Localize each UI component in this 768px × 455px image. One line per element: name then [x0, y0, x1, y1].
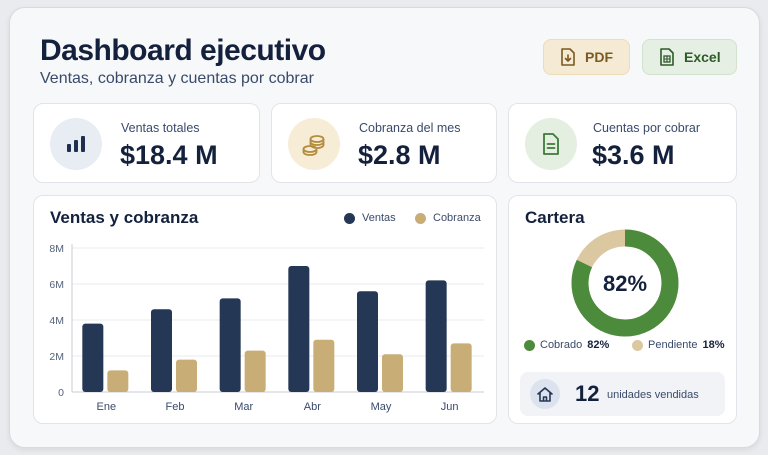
export-pdf-button[interactable]: PDF: [543, 39, 630, 75]
page-subtitle: Ventas, cobranza y cuentas por cobrar: [40, 70, 314, 87]
coins-icon: [288, 118, 340, 170]
units-sold-value: 12: [575, 381, 600, 406]
kpi-value: $3.6 M: [592, 140, 675, 170]
legend-cobrado: Cobrado 82%: [524, 339, 609, 351]
units-sold-label: unidades vendidas: [607, 389, 699, 401]
kpi-label: Ventas totales: [121, 121, 200, 135]
chart-title: Ventas y cobranza: [50, 208, 199, 227]
legend-swatch: [344, 212, 355, 224]
legend-swatch: [632, 339, 643, 351]
legend-pendiente: Pendiente 18%: [632, 339, 725, 351]
legend-label: Cobranza: [433, 212, 481, 224]
document-icon: [525, 118, 577, 170]
donut-cobrado-segment: [571, 229, 679, 337]
cartera-title: Cartera: [525, 208, 585, 227]
kpi-card-ventas: Ventas totales $18.4 M: [33, 103, 260, 183]
legend-value: 18%: [702, 339, 725, 351]
legend-value: 82%: [587, 339, 610, 351]
export-pdf-label: PDF: [585, 49, 613, 65]
kpi-value: $18.4 M: [120, 140, 218, 170]
pdf-download-icon: [561, 48, 575, 66]
cartera-donut-chart: [571, 229, 679, 337]
legend-swatch: [524, 339, 535, 351]
export-excel-button[interactable]: Excel: [642, 39, 737, 75]
legend-ventas: Ventas: [344, 212, 396, 224]
kpi-label: Cobranza del mes: [359, 121, 461, 135]
kpi-label: Cuentas por cobrar: [593, 121, 701, 135]
legend-cobranza: Cobranza: [415, 212, 481, 224]
legend-label: Cobrado: [540, 339, 583, 351]
spreadsheet-icon: [660, 48, 674, 66]
legend-label: Pendiente: [648, 339, 698, 351]
export-excel-label: Excel: [684, 49, 721, 65]
kpi-card-cuentas: Cuentas por cobrar $3.6 M: [508, 103, 737, 183]
kpi-card-cobranza: Cobranza del mes $2.8 M: [271, 103, 497, 183]
bar-chart-icon: [50, 118, 102, 170]
home-icon: [530, 379, 560, 409]
legend-label: Ventas: [362, 212, 396, 224]
page-title: Dashboard ejecutivo: [40, 34, 326, 67]
units-sold-panel: 12 unidades vendidas: [520, 372, 725, 416]
kpi-value: $2.8 M: [358, 140, 441, 170]
sales-chart-card: [33, 195, 497, 424]
donut-center-label: 82%: [602, 271, 648, 296]
legend-swatch: [415, 212, 426, 224]
